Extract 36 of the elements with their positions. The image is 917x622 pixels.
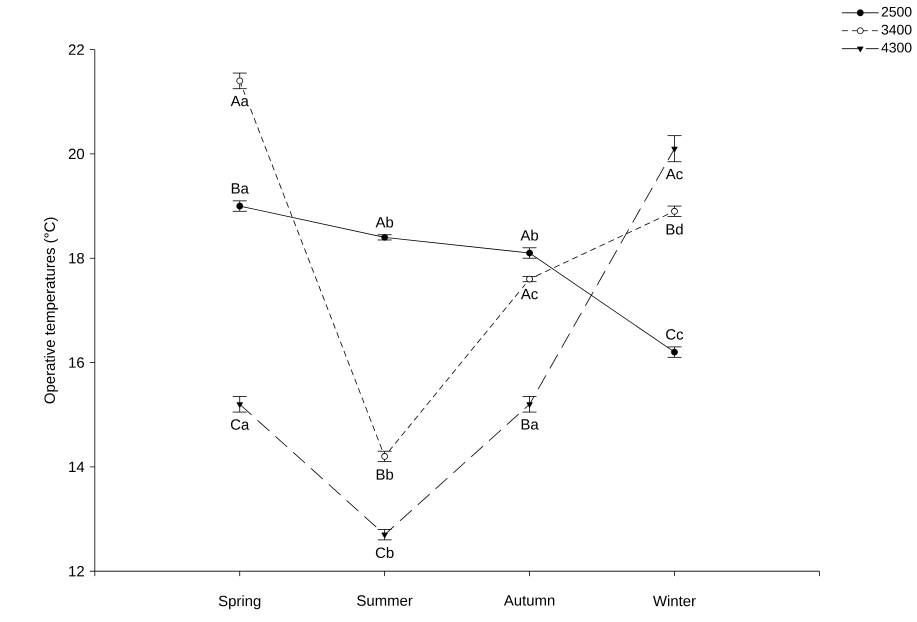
data-label: Cb [376,547,394,558]
x-tick-label: Autumn [504,595,554,606]
y-tick-label: 14 [69,462,84,472]
y-axis-title: Operative temperatures (°C) [44,218,58,404]
point [381,532,388,538]
legend-label: 3400 [882,24,912,35]
data-label: Ba [232,183,249,194]
data-label: Cc [666,329,684,340]
data-label: Ab [520,230,538,241]
x-tick-label: Winter [652,595,696,606]
y-tick-label: 20 [68,148,84,160]
x-tick-label: Spring [218,595,260,610]
point [236,402,243,408]
point [236,78,244,84]
data-label: Ca [230,419,250,430]
point [526,276,533,283]
data-label: Ac [666,169,683,180]
point [381,234,388,241]
legend-label: 4300 [881,42,912,53]
y-tick-label: 18 [69,253,84,264]
data-label: Ba [522,419,539,430]
data-label: Bb [376,468,394,480]
point [526,402,533,408]
point [671,146,678,152]
y-tick-label: 12 [69,566,84,576]
x-tick-label: Summer [357,595,413,606]
point [526,250,533,256]
data-label: Aa [230,96,249,106]
y-tick-label: 16 [69,357,84,368]
point [671,208,678,215]
data-label: Ab [376,216,394,228]
data-label: Bd [666,224,683,235]
y-tick-label: 22 [68,44,84,55]
legend-label: 2500 [882,6,912,17]
point [381,453,388,460]
data-label: Ac [520,288,538,300]
